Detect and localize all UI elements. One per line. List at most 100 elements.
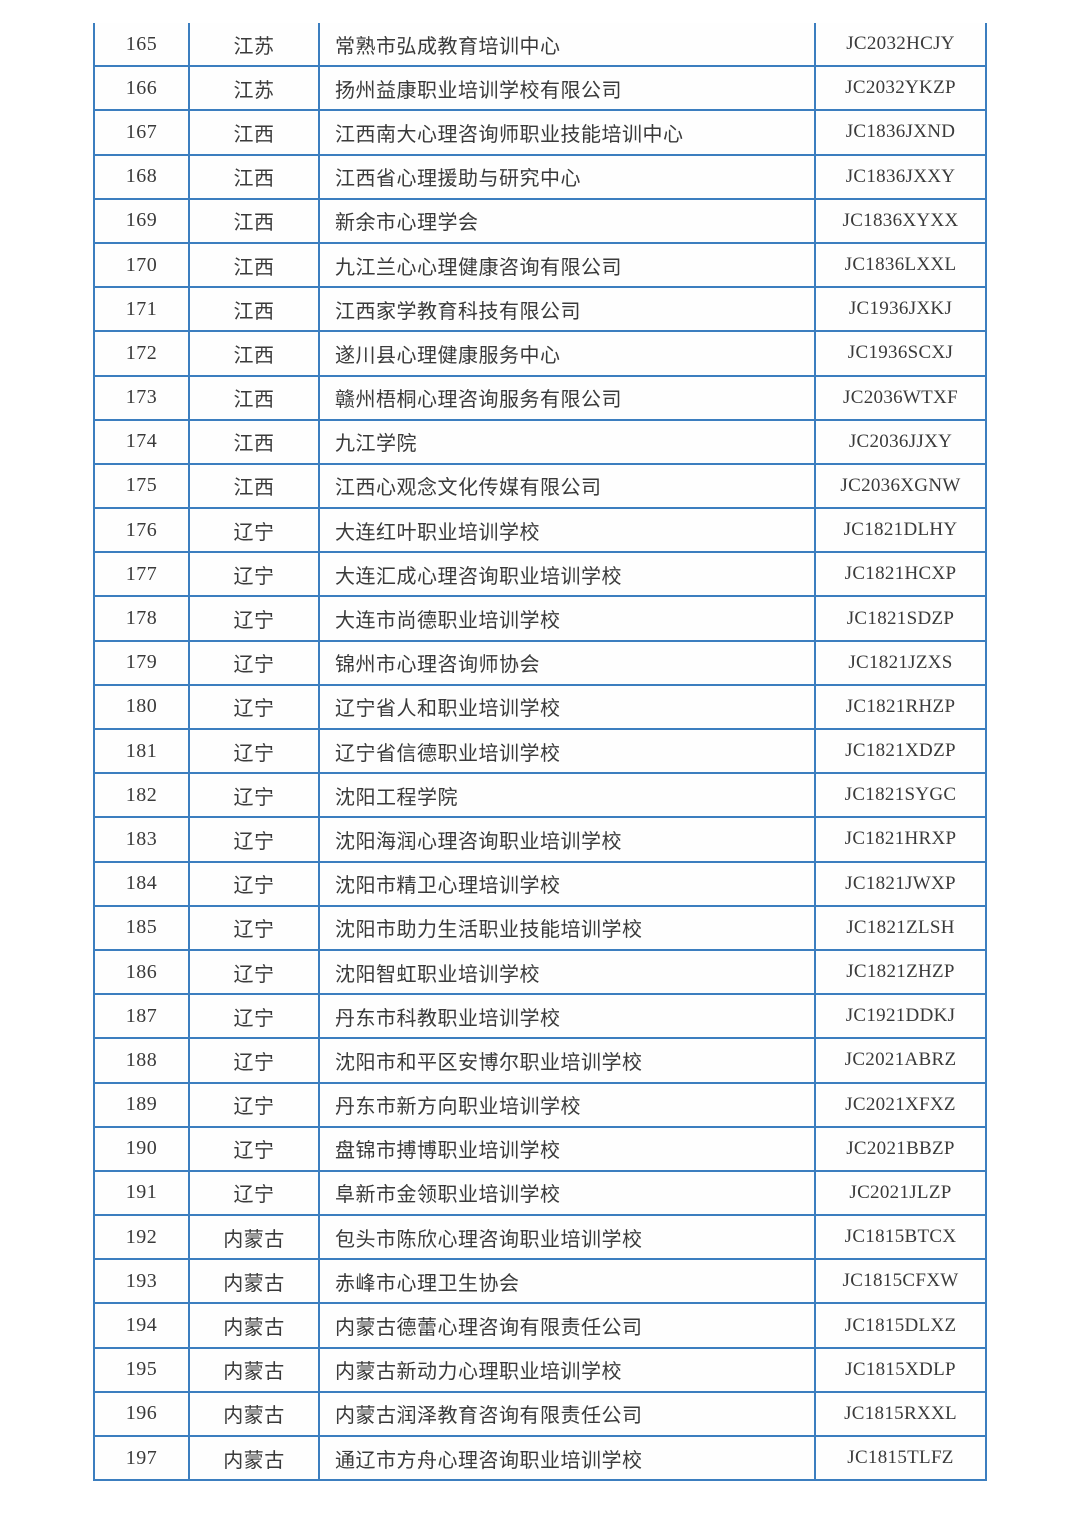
cell-name: 大连汇成心理咨询职业培训学校 <box>320 553 816 596</box>
cell-no: 179 <box>95 641 190 684</box>
cell-province: 辽宁 <box>190 553 320 596</box>
cell-no: 195 <box>95 1348 190 1391</box>
cell-name: 丹东市科教职业培训学校 <box>320 995 816 1038</box>
cell-no: 173 <box>95 376 190 419</box>
cell-name: 大连市尚德职业培训学校 <box>320 597 816 640</box>
cell-name: 新余市心理学会 <box>320 199 816 242</box>
cell-name: 赤峰市心理卫生协会 <box>320 1260 816 1303</box>
cell-code: JC1821XDZP <box>845 740 956 762</box>
cell-no: 190 <box>95 1127 190 1170</box>
table-row: 179 辽宁 锦州市心理咨询师协会 JC1821JZXS <box>95 641 985 686</box>
table-row: 196 内蒙古 内蒙古润泽教育咨询有限责任公司 JC1815RXXL <box>95 1392 985 1437</box>
cell-province: 内蒙古 <box>190 1304 320 1347</box>
cell-code: JC1936SCXJ <box>847 342 954 364</box>
cell-code: JC1815TLFZ <box>847 1447 954 1469</box>
cell-code: JC1821RHZP <box>845 695 956 717</box>
cell-no: 183 <box>95 818 190 861</box>
cell-province: 内蒙古 <box>190 1437 320 1480</box>
cell-name: 内蒙古新动力心理职业培训学校 <box>320 1348 816 1391</box>
cell-no: 175 <box>95 464 190 508</box>
cell-no: 174 <box>95 420 190 463</box>
cell-province: 辽宁 <box>190 641 320 684</box>
cell-province: 江西 <box>190 243 320 287</box>
cell-province: 辽宁 <box>190 509 320 552</box>
cell-no: 186 <box>95 950 190 994</box>
cell-code: JC1836JXXY <box>845 165 956 187</box>
cell-name: 沈阳市和平区安博尔职业培训学校 <box>320 1039 816 1082</box>
cell-no: 169 <box>95 199 190 242</box>
cell-name: 锦州市心理咨询师协会 <box>320 641 816 684</box>
cell-code: JC2036XGNW <box>840 474 961 496</box>
cell-name: 沈阳市精卫心理培训学校 <box>320 862 816 905</box>
cell-no: 177 <box>95 553 190 596</box>
cell-code: JC1921DDKJ <box>845 1005 956 1027</box>
cell-name: 九江学院 <box>320 420 816 463</box>
cell-province: 辽宁 <box>190 995 320 1038</box>
cell-name: 内蒙古德蕾心理咨询有限责任公司 <box>320 1304 816 1347</box>
table-row: 176 辽宁 大连红叶职业培训学校 JC1821DLHY <box>95 509 985 554</box>
cell-code: JC1821JZXS <box>848 651 953 673</box>
cell-code: JC1936JXKJ <box>848 298 953 320</box>
cell-no: 181 <box>95 730 190 773</box>
cell-name: 遂川县心理健康服务中心 <box>320 332 816 375</box>
cell-province: 辽宁 <box>190 774 320 817</box>
table-row: 172 江西 遂川县心理健康服务中心 JC1936SCXJ <box>95 332 985 377</box>
cell-province: 江西 <box>190 288 320 331</box>
cell-no: 184 <box>95 862 190 905</box>
cell-code: JC1815RXXL <box>844 1402 957 1424</box>
cell-no: 191 <box>95 1171 190 1215</box>
cell-no: 178 <box>95 597 190 640</box>
table-row: 168 江西 江西省心理援助与研究中心 JC1836JXXY <box>95 155 985 200</box>
cell-code: JC2021BBZP <box>846 1137 955 1159</box>
table-row: 187 辽宁 丹东市科教职业培训学校 JC1921DDKJ <box>95 995 985 1040</box>
cell-no: 172 <box>95 332 190 375</box>
cell-name: 包头市陈欣心理咨询职业培训学校 <box>320 1216 816 1259</box>
table-row: 193 内蒙古 赤峰市心理卫生协会 JC1815CFXW <box>95 1260 985 1305</box>
table-row: 166 江苏 扬州益康职业培训学校有限公司 JC2032YKZP <box>95 67 985 112</box>
cell-province: 内蒙古 <box>190 1392 320 1435</box>
cell-code: JC1821ZLSH <box>846 916 955 938</box>
table-row: 184 辽宁 沈阳市精卫心理培训学校 JC1821JWXP <box>95 862 985 907</box>
cell-code: JC2021JLZP <box>849 1181 952 1203</box>
cell-code: JC1815XDLP <box>845 1358 956 1380</box>
cell-code: JC1836LXXL <box>844 254 957 276</box>
cell-name: 九江兰心心理健康咨询有限公司 <box>320 243 816 287</box>
cell-no: 176 <box>95 509 190 552</box>
cell-code: JC1821DLHY <box>843 519 958 541</box>
cell-no: 185 <box>95 906 190 949</box>
cell-code: JC2032YKZP <box>845 77 956 99</box>
cell-code: JC1815CFXW <box>842 1270 959 1292</box>
table-row: 197 内蒙古 通辽市方舟心理咨询职业培训学校 JC1815TLFZ <box>95 1437 985 1482</box>
table-row: 170 江西 九江兰心心理健康咨询有限公司 JC1836LXXL <box>95 243 985 289</box>
table-row: 190 辽宁 盘锦市搏博职业培训学校 JC2021BBZP <box>95 1127 985 1172</box>
cell-name: 阜新市金领职业培训学校 <box>320 1171 816 1215</box>
cell-name: 丹东市新方向职业培训学校 <box>320 1083 816 1126</box>
cell-province: 江西 <box>190 199 320 242</box>
cell-code: JC1821SYGC <box>844 784 957 806</box>
table-row: 175 江西 江西心观念文化传媒有限公司 JC2036XGNW <box>95 464 985 510</box>
table-row: 194 内蒙古 内蒙古德蕾心理咨询有限责任公司 JC1815DLXZ <box>95 1304 985 1349</box>
cell-no: 182 <box>95 774 190 817</box>
cell-province: 辽宁 <box>190 1127 320 1170</box>
cell-name: 沈阳市助力生活职业技能培训学校 <box>320 906 816 949</box>
cell-name: 江西南大心理咨询师职业技能培训中心 <box>320 111 816 154</box>
cell-province: 辽宁 <box>190 906 320 949</box>
table-row: 183 辽宁 沈阳海润心理咨询职业培训学校 JC1821HRXP <box>95 818 985 863</box>
cell-no: 196 <box>95 1392 190 1435</box>
cell-code: JC2032HCJY <box>846 33 955 55</box>
table-row: 167 江西 江西南大心理咨询师职业技能培训中心 JC1836JXND <box>95 111 985 156</box>
cell-code: JC2021XFXZ <box>845 1093 956 1115</box>
cell-code: JC2021ABRZ <box>844 1049 957 1071</box>
cell-code: JC1836XYXX <box>842 209 959 231</box>
cell-province: 辽宁 <box>190 685 320 728</box>
cell-name: 江西心观念文化传媒有限公司 <box>320 464 816 508</box>
cell-province: 江西 <box>190 420 320 463</box>
cell-name: 辽宁省人和职业培训学校 <box>320 685 816 728</box>
cell-code: JC2036JJXY <box>848 430 953 452</box>
cell-no: 194 <box>95 1304 190 1347</box>
cell-province: 辽宁 <box>190 730 320 773</box>
cell-province: 辽宁 <box>190 818 320 861</box>
cell-no: 189 <box>95 1083 190 1126</box>
cell-code: JC1821HCXP <box>844 563 957 585</box>
cell-province: 江西 <box>190 111 320 154</box>
